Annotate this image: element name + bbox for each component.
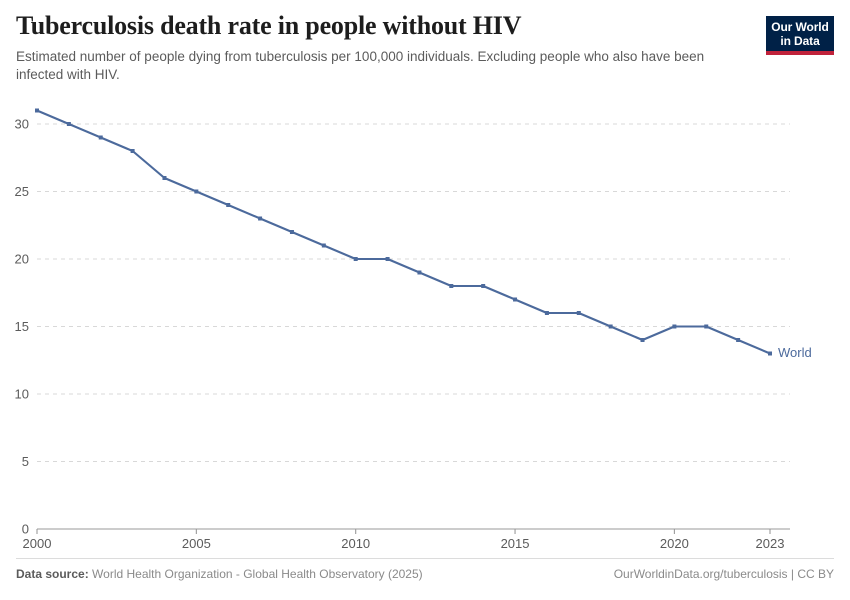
logo-line-1: Our World [771, 20, 829, 34]
y-axis-tick-label: 25 [15, 184, 29, 199]
data-source: Data source: World Health Organization -… [16, 567, 423, 581]
data-point-marker[interactable] [162, 176, 167, 180]
data-source-label: Data source: [16, 567, 89, 581]
x-axis-tick-label: 2010 [341, 536, 370, 551]
series-end-label-world[interactable]: World [778, 345, 812, 360]
series-line-world [35, 109, 772, 355]
chart-header: Tuberculosis death rate in people withou… [16, 10, 834, 84]
data-point-marker[interactable] [289, 230, 294, 234]
footer-divider [16, 558, 834, 559]
attribution-link[interactable]: OurWorldinData.org/tuberculosis | CC BY [613, 567, 834, 581]
data-series: World [35, 108, 812, 360]
data-point-marker[interactable] [226, 203, 231, 207]
data-point-marker[interactable] [576, 311, 581, 315]
our-world-in-data-logo[interactable]: Our World in Data [766, 16, 834, 55]
y-axis-tick-label: 5 [22, 454, 29, 469]
data-source-value: World Health Organization - Global Healt… [92, 567, 423, 581]
data-point-marker[interactable] [449, 284, 454, 288]
data-point-marker[interactable] [417, 270, 422, 275]
x-axis-tick-label: 2020 [660, 536, 689, 551]
data-point-marker[interactable] [321, 243, 326, 248]
logo-line-2: in Data [780, 34, 820, 48]
x-axis: 2000 2005 2010 2015 2020 2023 [23, 528, 790, 551]
data-point-marker[interactable] [66, 122, 71, 126]
data-point-marker[interactable] [258, 216, 263, 221]
data-point-marker[interactable] [704, 324, 709, 329]
data-point-marker[interactable] [736, 338, 741, 342]
data-point-marker[interactable] [194, 189, 199, 194]
data-point-marker[interactable] [544, 311, 549, 315]
y-axis-tick-label: 10 [15, 387, 29, 402]
data-point-marker[interactable] [130, 149, 135, 153]
y-axis-tick-label: 0 [22, 522, 29, 537]
gridlines [37, 123, 790, 462]
x-axis-tick-label: 2000 [23, 536, 52, 551]
data-point-marker[interactable] [353, 257, 358, 261]
y-axis-tick-label: 30 [15, 117, 29, 132]
data-point-marker[interactable] [35, 108, 39, 113]
data-point-marker[interactable] [608, 324, 613, 329]
data-point-marker[interactable] [768, 351, 772, 356]
data-point-marker[interactable] [672, 324, 677, 329]
data-point-marker[interactable] [98, 135, 103, 140]
x-axis-tick-label: 2023 [756, 536, 785, 551]
data-point-marker[interactable] [385, 257, 390, 261]
data-point-marker[interactable] [481, 284, 486, 288]
page-title: Tuberculosis death rate in people withou… [16, 11, 522, 40]
chart-footer: Data source: World Health Organization -… [16, 567, 834, 581]
x-axis-tick-label: 2005 [182, 536, 211, 551]
y-axis-tick-label: 20 [15, 252, 29, 267]
x-axis-tick-label: 2015 [501, 536, 530, 551]
data-point-marker[interactable] [513, 297, 518, 302]
chart-subtitle: Estimated number of people dying from tu… [16, 49, 705, 82]
data-point-marker[interactable] [640, 338, 645, 342]
y-axis: 0 5 10 15 20 25 30 [15, 117, 29, 537]
y-axis-tick-label: 15 [15, 319, 29, 334]
